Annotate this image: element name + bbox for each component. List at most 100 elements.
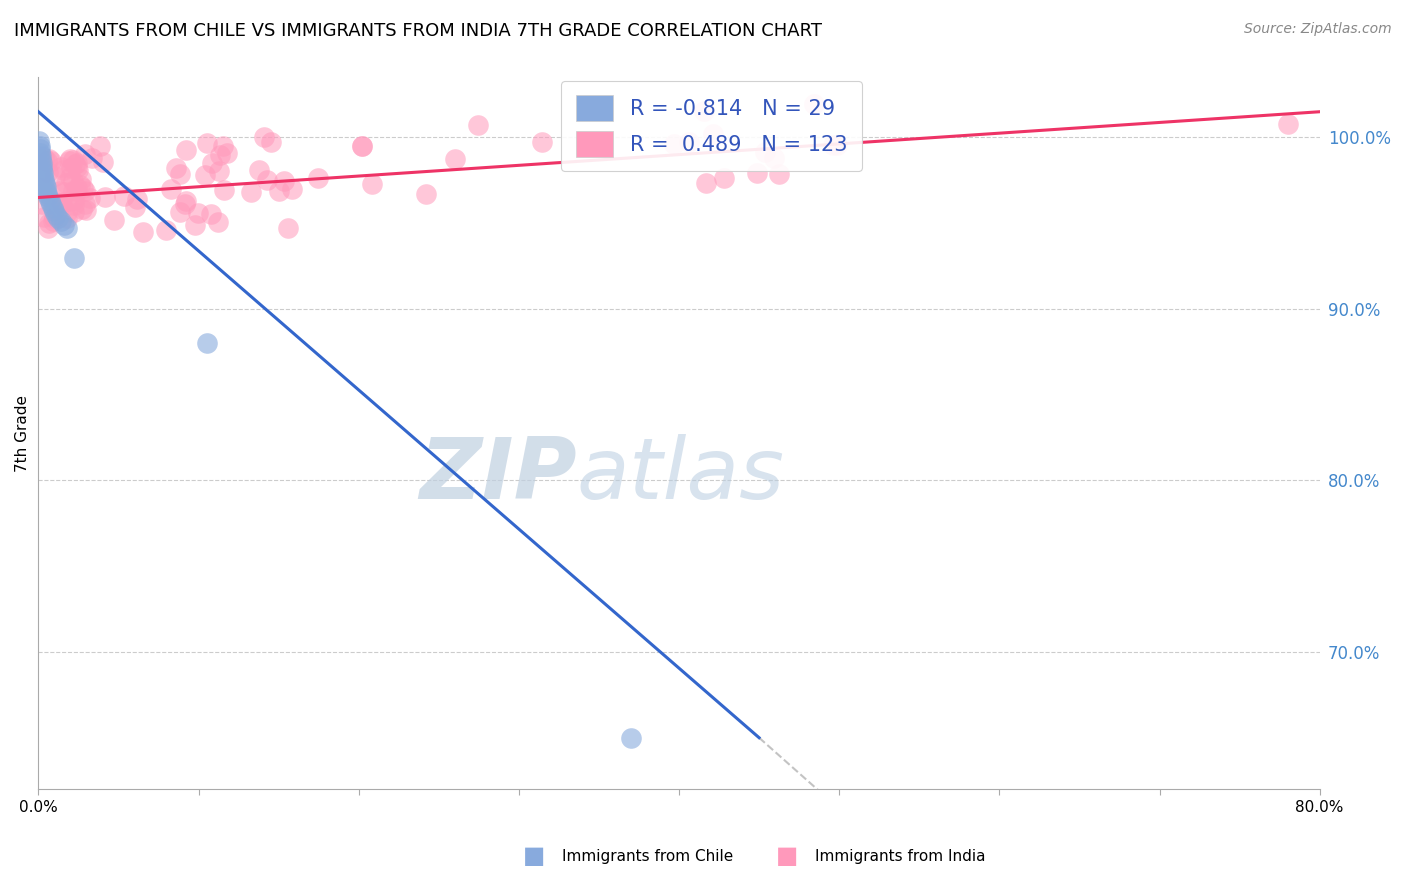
Point <box>37 187 59 202</box>
Point <box>30 153 52 167</box>
Text: ■: ■ <box>776 845 799 868</box>
Point <box>79 191 101 205</box>
Point <box>240 185 263 199</box>
Point <box>620 731 643 745</box>
Point <box>695 176 717 190</box>
Point <box>713 171 735 186</box>
Point <box>443 153 465 167</box>
Point <box>62 173 84 187</box>
Point <box>39 197 62 211</box>
Point <box>32 210 55 224</box>
Point <box>30 152 52 166</box>
Point <box>155 223 177 237</box>
Point <box>62 184 84 198</box>
Point <box>62 251 84 265</box>
Point <box>768 168 790 182</box>
Point <box>30 169 52 183</box>
Point <box>32 169 55 184</box>
Point <box>745 166 768 180</box>
Point <box>132 225 155 239</box>
Point <box>467 118 489 132</box>
Point <box>165 161 187 175</box>
Point <box>352 138 374 153</box>
Point <box>103 212 125 227</box>
Point <box>94 190 117 204</box>
Point <box>803 97 825 112</box>
Point <box>267 185 290 199</box>
Text: ■: ■ <box>523 845 546 868</box>
Point <box>66 161 89 175</box>
Point <box>28 134 51 148</box>
Point <box>530 135 553 149</box>
Point <box>58 154 80 169</box>
Point <box>32 173 55 187</box>
Point <box>42 211 65 225</box>
Point <box>72 181 94 195</box>
Point <box>212 183 235 197</box>
Point <box>127 192 149 206</box>
Point <box>31 166 53 180</box>
Point <box>66 162 89 177</box>
Point <box>37 190 59 204</box>
Point <box>51 197 73 211</box>
Point <box>56 205 79 219</box>
Point <box>66 156 89 170</box>
Point <box>42 201 65 215</box>
Point <box>75 202 97 217</box>
Point <box>38 153 60 167</box>
Point <box>169 205 191 219</box>
Point <box>65 184 87 198</box>
Point <box>678 135 700 149</box>
Point <box>52 162 75 177</box>
Point <box>277 220 299 235</box>
Point <box>59 153 82 167</box>
Point <box>28 139 51 153</box>
Point <box>361 178 384 192</box>
Point <box>195 336 218 351</box>
Point <box>91 154 114 169</box>
Point <box>31 156 53 170</box>
Point <box>260 135 283 149</box>
Point <box>66 181 89 195</box>
Point <box>70 171 93 186</box>
Point <box>52 218 75 232</box>
Text: atlas: atlas <box>576 434 785 517</box>
Point <box>49 185 72 199</box>
Point <box>194 168 217 182</box>
Point <box>160 181 183 195</box>
Point <box>35 184 58 198</box>
Point <box>56 211 79 226</box>
Point <box>215 145 238 160</box>
Point <box>62 153 84 168</box>
Text: IMMIGRANTS FROM CHILE VS IMMIGRANTS FROM INDIA 7TH GRADE CORRELATION CHART: IMMIGRANTS FROM CHILE VS IMMIGRANTS FROM… <box>14 22 823 40</box>
Point <box>184 218 207 232</box>
Point <box>754 145 776 160</box>
Point <box>253 130 276 145</box>
Point <box>73 197 96 211</box>
Point <box>63 157 86 171</box>
Point <box>69 178 91 192</box>
Point <box>208 163 231 178</box>
Point <box>208 147 231 161</box>
Point <box>1277 117 1299 131</box>
Point <box>174 143 197 157</box>
Point <box>195 136 218 151</box>
Point <box>693 103 716 118</box>
Point <box>350 139 373 153</box>
Point <box>53 185 76 199</box>
Point <box>51 194 73 209</box>
Point <box>73 146 96 161</box>
Point <box>415 186 437 201</box>
Point <box>60 161 83 176</box>
Point <box>174 194 197 208</box>
Point <box>30 145 52 160</box>
Point <box>38 216 60 230</box>
Point <box>45 208 67 222</box>
Point <box>32 151 55 165</box>
Point <box>55 176 77 190</box>
Legend: R = -0.814   N = 29, R =  0.489   N = 123: R = -0.814 N = 29, R = 0.489 N = 123 <box>561 81 862 171</box>
Point <box>37 153 59 168</box>
Point <box>174 197 197 211</box>
Point <box>124 200 146 214</box>
Point <box>56 221 79 235</box>
